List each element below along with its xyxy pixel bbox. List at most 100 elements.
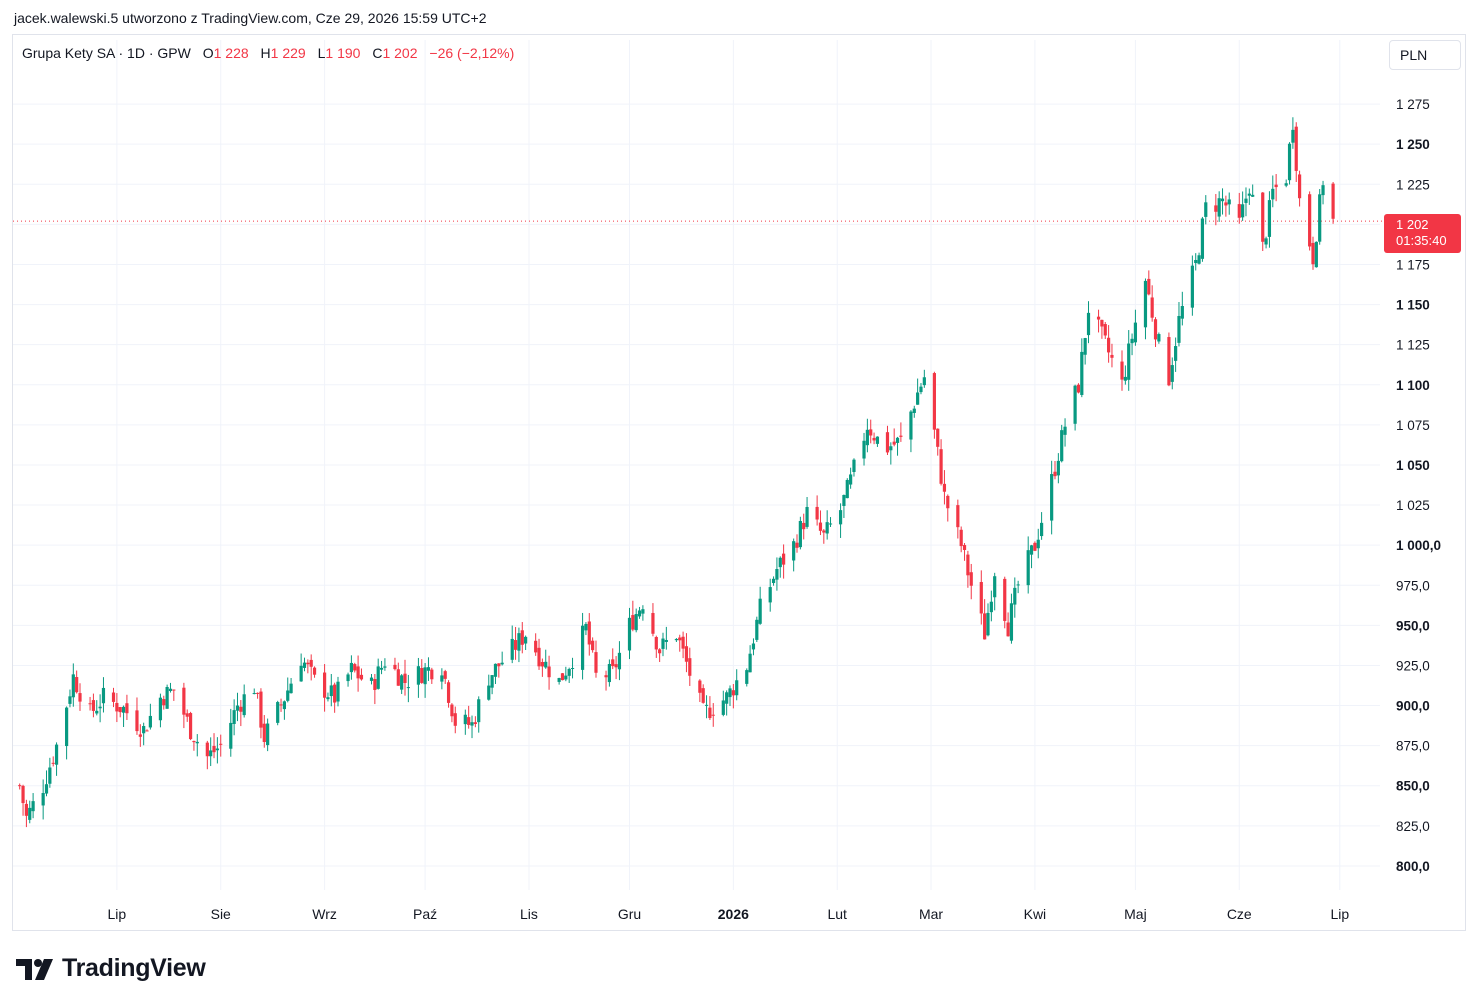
candle-body bbox=[396, 669, 400, 686]
candle-body bbox=[1127, 343, 1131, 380]
candle-body bbox=[138, 734, 142, 737]
candle-body bbox=[684, 646, 689, 662]
candle-body bbox=[721, 700, 725, 715]
candle-body bbox=[641, 609, 645, 614]
candle-body bbox=[1177, 315, 1181, 343]
candle-body bbox=[1294, 126, 1298, 171]
candle-body bbox=[731, 690, 735, 696]
price-tick-label: 1 025 bbox=[1396, 498, 1430, 513]
candle-body bbox=[983, 613, 987, 640]
candle-body bbox=[252, 693, 256, 695]
candle-body bbox=[276, 702, 280, 723]
candle-body bbox=[946, 495, 950, 509]
candle-body bbox=[477, 699, 481, 723]
candle-body bbox=[101, 687, 106, 704]
time-tick-label: Sie bbox=[211, 906, 231, 922]
candle-body bbox=[1100, 319, 1104, 327]
price-tick-label: 875,0 bbox=[1396, 739, 1430, 754]
candle-body bbox=[349, 662, 353, 673]
candle-body bbox=[1103, 324, 1107, 336]
candle-body bbox=[775, 568, 779, 580]
candle-body bbox=[467, 717, 471, 725]
candle-body bbox=[262, 723, 266, 742]
candle-body bbox=[255, 692, 260, 694]
candle-body bbox=[942, 483, 947, 492]
candle-body bbox=[470, 722, 474, 726]
candle-body bbox=[1009, 603, 1014, 641]
candle-body bbox=[453, 713, 457, 726]
candle-body bbox=[517, 633, 521, 651]
currency-button[interactable]: PLN bbox=[1389, 40, 1461, 70]
candle-body bbox=[771, 578, 776, 584]
candle-body bbox=[1036, 539, 1040, 549]
candle-body bbox=[188, 713, 193, 740]
candle-body bbox=[1214, 205, 1218, 212]
tradingview-logo[interactable]: TradingView bbox=[16, 954, 206, 983]
time-tick-label: 2026 bbox=[718, 906, 749, 922]
symbol-name[interactable]: Grupa Kety SA · 1D · GPW bbox=[22, 45, 191, 61]
candle-body bbox=[895, 437, 900, 443]
candle-body bbox=[430, 669, 434, 680]
candle-body bbox=[1220, 198, 1225, 202]
candle-body bbox=[1331, 183, 1335, 219]
candle-body bbox=[1110, 354, 1114, 358]
candle-body bbox=[356, 666, 360, 679]
candle-body bbox=[865, 429, 869, 446]
candle-body bbox=[1224, 202, 1228, 206]
candle-body bbox=[704, 704, 709, 706]
candle-body bbox=[423, 667, 427, 685]
candle-body bbox=[627, 617, 632, 651]
candle-body bbox=[658, 649, 662, 654]
candle-body bbox=[1318, 194, 1322, 242]
candle-body bbox=[359, 674, 364, 680]
candle-body bbox=[333, 684, 337, 703]
candle-body bbox=[912, 408, 916, 413]
candle-body bbox=[708, 707, 712, 719]
candle-body bbox=[591, 640, 595, 651]
candle-body bbox=[711, 714, 715, 716]
candle-body bbox=[209, 750, 213, 757]
candle-body bbox=[1247, 193, 1251, 196]
candle-body bbox=[751, 643, 756, 650]
candle-body bbox=[54, 744, 59, 765]
candle-body bbox=[91, 700, 96, 711]
candle-body bbox=[259, 691, 263, 728]
candle-body bbox=[302, 662, 307, 668]
candle-body bbox=[41, 793, 45, 806]
candle-body bbox=[1287, 143, 1292, 181]
candle-body bbox=[71, 674, 75, 698]
symbol-legend[interactable]: Grupa Kety SA · 1D · GPW O1 228 H1 229 L… bbox=[22, 45, 514, 61]
candle-body bbox=[182, 687, 186, 715]
candle-body bbox=[443, 671, 447, 679]
candle-body bbox=[242, 694, 246, 716]
candle-body bbox=[570, 667, 575, 669]
candle-body bbox=[651, 612, 655, 634]
candle-body bbox=[75, 677, 79, 693]
candle-body bbox=[1096, 316, 1101, 320]
candle-body bbox=[1190, 265, 1194, 308]
candle-body bbox=[1076, 384, 1081, 393]
price-tick-label: 800,0 bbox=[1396, 859, 1430, 874]
candle-body bbox=[111, 692, 116, 702]
candle-body bbox=[845, 479, 849, 499]
candle-body bbox=[212, 745, 216, 753]
candle-body bbox=[1016, 584, 1020, 586]
candle-body bbox=[1284, 183, 1288, 186]
candle-body bbox=[205, 742, 209, 757]
candle-body bbox=[899, 435, 903, 437]
candle-body bbox=[842, 494, 846, 506]
bar-countdown: 01:35:40 bbox=[1396, 233, 1447, 248]
candle-body bbox=[1321, 185, 1325, 196]
candle-body bbox=[95, 710, 99, 714]
candle-body bbox=[500, 662, 504, 665]
candle-body bbox=[403, 673, 407, 684]
candle-body bbox=[889, 446, 893, 451]
candle-body bbox=[1033, 542, 1037, 551]
candle-body bbox=[487, 685, 491, 700]
candle-body bbox=[1056, 460, 1060, 476]
candle-body bbox=[65, 707, 69, 747]
candle-body bbox=[31, 801, 35, 812]
candle-body bbox=[728, 688, 732, 698]
candle-body bbox=[1261, 192, 1265, 242]
